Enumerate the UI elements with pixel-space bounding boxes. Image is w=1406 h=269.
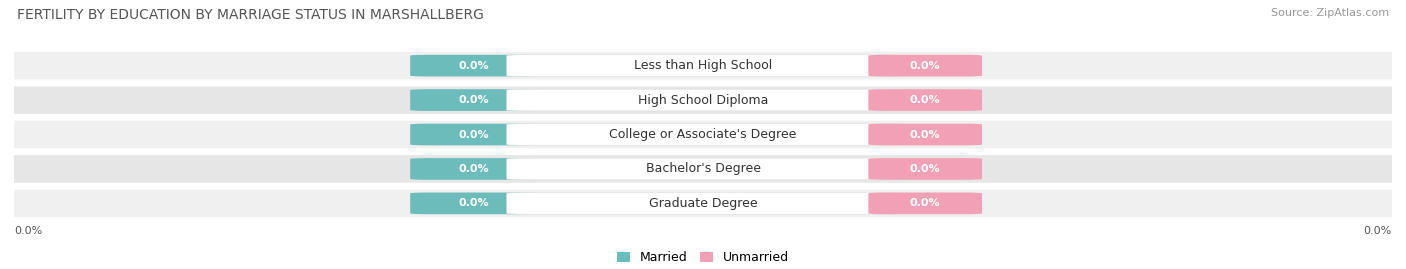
FancyBboxPatch shape: [506, 55, 900, 76]
FancyBboxPatch shape: [869, 55, 981, 76]
FancyBboxPatch shape: [869, 89, 981, 111]
Text: 0.0%: 0.0%: [910, 95, 941, 105]
Text: High School Diploma: High School Diploma: [638, 94, 768, 107]
FancyBboxPatch shape: [0, 52, 1406, 79]
Text: 0.0%: 0.0%: [910, 129, 941, 140]
Text: Source: ZipAtlas.com: Source: ZipAtlas.com: [1271, 8, 1389, 18]
Text: 0.0%: 0.0%: [910, 198, 941, 208]
FancyBboxPatch shape: [506, 124, 900, 145]
FancyBboxPatch shape: [869, 193, 981, 214]
FancyBboxPatch shape: [411, 158, 537, 180]
Text: 0.0%: 0.0%: [458, 129, 489, 140]
FancyBboxPatch shape: [0, 190, 1406, 217]
Text: 0.0%: 0.0%: [458, 164, 489, 174]
FancyBboxPatch shape: [869, 124, 981, 145]
FancyBboxPatch shape: [0, 86, 1406, 114]
Text: 0.0%: 0.0%: [910, 61, 941, 71]
Text: 0.0%: 0.0%: [910, 164, 941, 174]
FancyBboxPatch shape: [411, 124, 537, 145]
Text: 0.0%: 0.0%: [14, 226, 42, 236]
FancyBboxPatch shape: [411, 89, 537, 111]
FancyBboxPatch shape: [506, 193, 900, 214]
FancyBboxPatch shape: [0, 155, 1406, 183]
Text: Bachelor's Degree: Bachelor's Degree: [645, 162, 761, 175]
Text: 0.0%: 0.0%: [1364, 226, 1392, 236]
FancyBboxPatch shape: [411, 55, 537, 76]
FancyBboxPatch shape: [869, 158, 981, 180]
Text: College or Associate's Degree: College or Associate's Degree: [609, 128, 797, 141]
Text: Graduate Degree: Graduate Degree: [648, 197, 758, 210]
Text: 0.0%: 0.0%: [458, 95, 489, 105]
Text: 0.0%: 0.0%: [458, 61, 489, 71]
FancyBboxPatch shape: [506, 158, 900, 180]
Text: 0.0%: 0.0%: [458, 198, 489, 208]
FancyBboxPatch shape: [0, 121, 1406, 148]
FancyBboxPatch shape: [411, 193, 537, 214]
Text: Less than High School: Less than High School: [634, 59, 772, 72]
FancyBboxPatch shape: [506, 89, 900, 111]
Legend: Married, Unmarried: Married, Unmarried: [612, 246, 794, 269]
Text: FERTILITY BY EDUCATION BY MARRIAGE STATUS IN MARSHALLBERG: FERTILITY BY EDUCATION BY MARRIAGE STATU…: [17, 8, 484, 22]
